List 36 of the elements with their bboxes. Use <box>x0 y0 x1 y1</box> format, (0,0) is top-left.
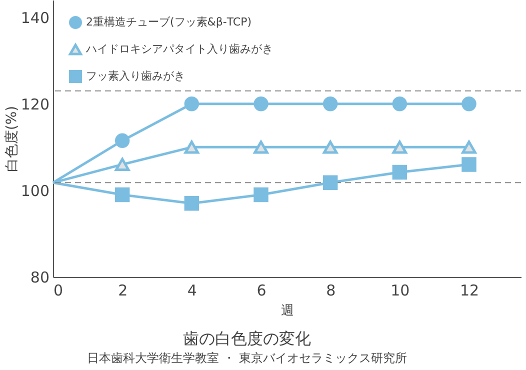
text: 日本歯科大学衛生学教室 ・ 東京バイオセラミックス研究所 <box>87 351 407 365</box>
x-axis-title: 週 <box>281 304 294 318</box>
x-tick-label: 2 <box>118 282 128 300</box>
legend-label: フッ素入り歯みがき <box>86 70 185 82</box>
point <box>392 140 408 154</box>
legend-label: 2重構造チューブ(フッ素&β-TCP) <box>86 16 252 28</box>
y-tick-label: 100 <box>20 182 50 200</box>
point <box>462 140 476 154</box>
point <box>392 96 408 112</box>
x-tick-label: 10 <box>390 282 410 300</box>
point <box>114 133 130 148</box>
x-tick-label: 0 <box>54 282 64 300</box>
y-tick-label: 80 <box>30 268 50 286</box>
y-tick-label: 120 <box>20 95 50 114</box>
point <box>184 140 200 154</box>
point <box>322 96 338 112</box>
point <box>184 96 200 112</box>
x-tick-label: 4 <box>187 282 197 300</box>
legend-label: ハイドロキシアパタイト入り歯みがき <box>85 42 273 56</box>
x-tick-label: 6 <box>256 282 266 300</box>
x-tick-label: 8 <box>326 282 336 300</box>
y-axis-title: 白色度(%) <box>4 106 20 172</box>
point <box>322 140 338 154</box>
text: 歯の白色度の変化 <box>183 329 311 348</box>
point <box>184 196 200 211</box>
point <box>392 164 408 180</box>
point <box>462 157 476 172</box>
point <box>322 175 338 190</box>
point <box>114 187 130 202</box>
point <box>462 96 476 112</box>
y-tick-label: 140 <box>20 8 50 27</box>
point <box>254 140 268 154</box>
x-tick-label: 12 <box>460 282 480 300</box>
point <box>254 96 268 112</box>
point <box>254 187 268 202</box>
point <box>114 158 130 172</box>
